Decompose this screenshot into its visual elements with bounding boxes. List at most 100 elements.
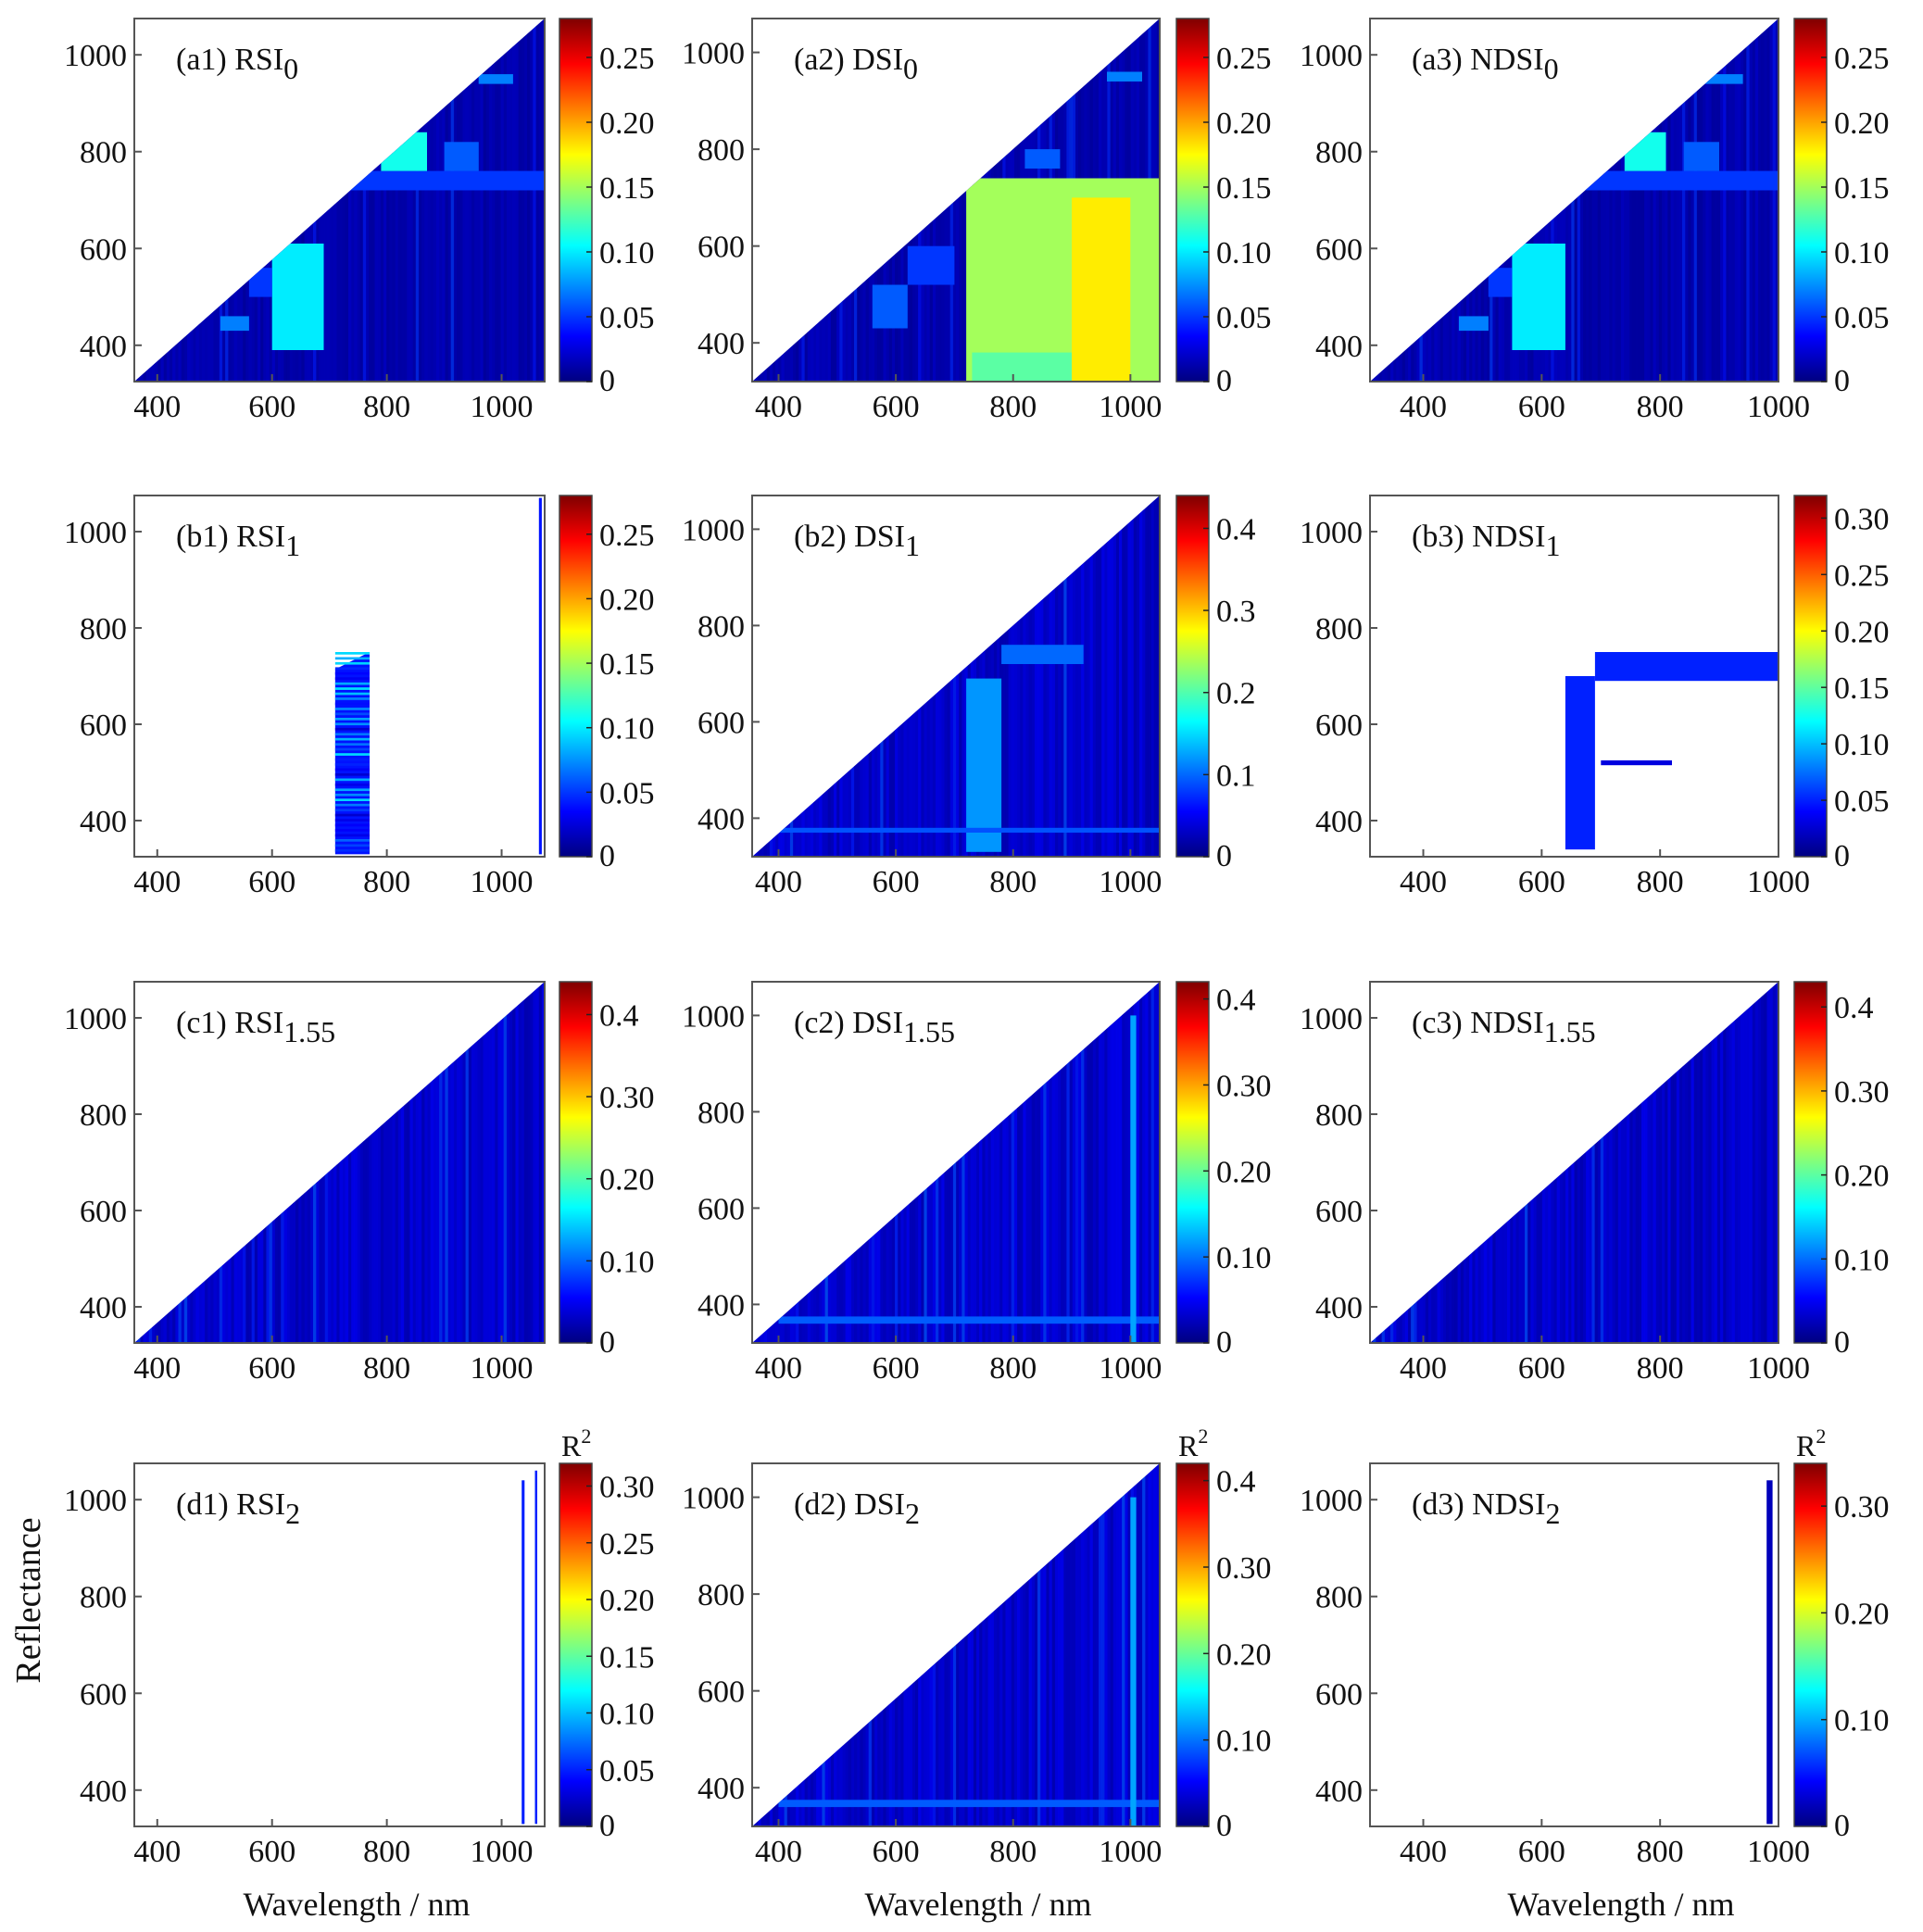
heatmap-stripe (143, 982, 146, 1343)
x-tick-label: 400 (133, 1351, 181, 1386)
x-tick-label: 1000 (1099, 865, 1162, 899)
heatmap-stripe (769, 19, 773, 382)
heatmap-stripe (985, 1463, 988, 1826)
heatmap-stripe (1617, 19, 1622, 382)
heatmap-stripe (369, 982, 372, 1343)
heatmap-stripe (982, 1463, 986, 1826)
heatmap-stripe (1586, 19, 1590, 382)
heatmap-stripe (1092, 496, 1097, 857)
heatmap-stripe (766, 982, 771, 1343)
heatmap-stripe (973, 982, 977, 1343)
axes-frame (133, 981, 546, 1344)
heatmap-stripe (1104, 982, 1108, 1343)
heatmap-region (1512, 244, 1565, 350)
heatmap-stripe (1013, 496, 1018, 857)
heatmap-stripe (962, 1463, 965, 1826)
heatmap-stripe (1716, 982, 1721, 1343)
heatmap-stripe (1703, 19, 1706, 382)
heatmap-stripe (781, 982, 785, 1343)
heatmap-region (1766, 1480, 1773, 1825)
heatmap-region (1458, 316, 1489, 332)
heatmap-stripe (535, 19, 539, 382)
y-tick-label: 800 (698, 133, 745, 168)
colorbar-tick-label: 0.15 (1834, 171, 1890, 206)
heatmap-stripe (973, 496, 977, 857)
heatmap-stripe (351, 982, 355, 1343)
heatmap-stripe (952, 19, 957, 382)
heatmap-stripe (488, 982, 493, 1343)
heatmap-stripe (357, 982, 360, 1343)
heatmap-stripe (336, 982, 340, 1343)
heatmap-stripe (359, 982, 364, 1343)
heatmap-stripe (1020, 496, 1024, 857)
heatmap-region (1001, 645, 1084, 664)
y-tick-label: 400 (698, 1288, 745, 1323)
heatmap-stripe (1156, 982, 1160, 1343)
heatmap-stripe (1046, 982, 1049, 1343)
heatmap-stripe (327, 19, 332, 382)
heatmap-stripe (170, 982, 173, 1343)
x-tick-label: 600 (1518, 390, 1565, 424)
heatmap-stripe (1376, 982, 1379, 1343)
heatmap-stripe (987, 982, 991, 1343)
y-tick-label: 400 (698, 327, 745, 361)
heatmap-stripe (348, 982, 352, 1343)
heatmap-stripe (1655, 982, 1660, 1343)
axes-frame (751, 18, 1161, 383)
heatmap-stripe (755, 982, 759, 1343)
heatmap-region (1624, 132, 1666, 171)
heatmap-stripe (530, 19, 534, 382)
axes-frame (751, 495, 1161, 858)
heatmap-stripe (415, 19, 420, 382)
heatmap-stripe (932, 496, 936, 857)
heatmap-stripe (1049, 982, 1052, 1343)
heatmap-region-line (334, 733, 371, 736)
heatmap-region (478, 74, 513, 84)
heatmap-region (1701, 74, 1743, 84)
heatmap-region-line (334, 652, 371, 655)
heatmap-stripe (1670, 19, 1674, 382)
heatmap-stripe (1579, 19, 1584, 382)
colorbar-tick-label: 0.25 (599, 42, 655, 76)
heatmap-stripe (1095, 982, 1100, 1343)
heatmap-stripe (1641, 982, 1645, 1343)
axes-frame (1369, 495, 1779, 858)
heatmap-stripe (345, 19, 349, 382)
heatmap-stripe (959, 982, 962, 1343)
heatmap-stripe (1051, 496, 1056, 857)
colorbar-tick-label: 0.10 (1834, 728, 1890, 762)
panel-title-main: (c2) DSI (794, 1006, 903, 1040)
x-tick-label: 800 (363, 1835, 410, 1869)
heatmap-stripe (371, 19, 375, 382)
heatmap-stripe (1737, 982, 1741, 1343)
heatmap-stripe (538, 19, 543, 382)
heatmap-stripe (1084, 1463, 1087, 1826)
panel-title: (a1) RSI0 (176, 43, 298, 85)
panel-title-main: (a2) DSI (794, 43, 903, 77)
heatmap-stripe (926, 1463, 930, 1826)
y-tick-label: 1000 (64, 1484, 127, 1518)
panel-title-main: (c1) RSI (176, 1006, 283, 1040)
y-tick-label: 1000 (64, 516, 127, 550)
colorbar-label-base: R (561, 1429, 582, 1462)
x-tick-label: 1000 (1747, 1351, 1810, 1386)
heatmap-stripe (433, 19, 437, 382)
heatmap-stripe (155, 19, 158, 382)
heatmap-stripe (758, 1463, 761, 1826)
heatmap-region-line (334, 798, 371, 801)
heatmap-stripe (1685, 19, 1689, 382)
x-tick-label: 600 (248, 390, 295, 424)
heatmap-stripe (1720, 982, 1724, 1343)
heatmap-stripe (1046, 1463, 1049, 1826)
heatmap-stripe (1115, 982, 1120, 1343)
panel-b2: 400 600 800 1000 400 600 800 1000 (b2) DSI1 0 0.1 0… (682, 495, 1256, 899)
heatmap-stripe (967, 982, 971, 1343)
heatmap-stripe (932, 1463, 936, 1826)
heatmap-stripe (453, 19, 458, 382)
heatmap-stripe (1054, 496, 1059, 857)
heatmap-stripe (1040, 496, 1044, 857)
heatmap-stripe (1644, 982, 1648, 1343)
colorbar-tick-label: 0.10 (599, 1698, 655, 1732)
